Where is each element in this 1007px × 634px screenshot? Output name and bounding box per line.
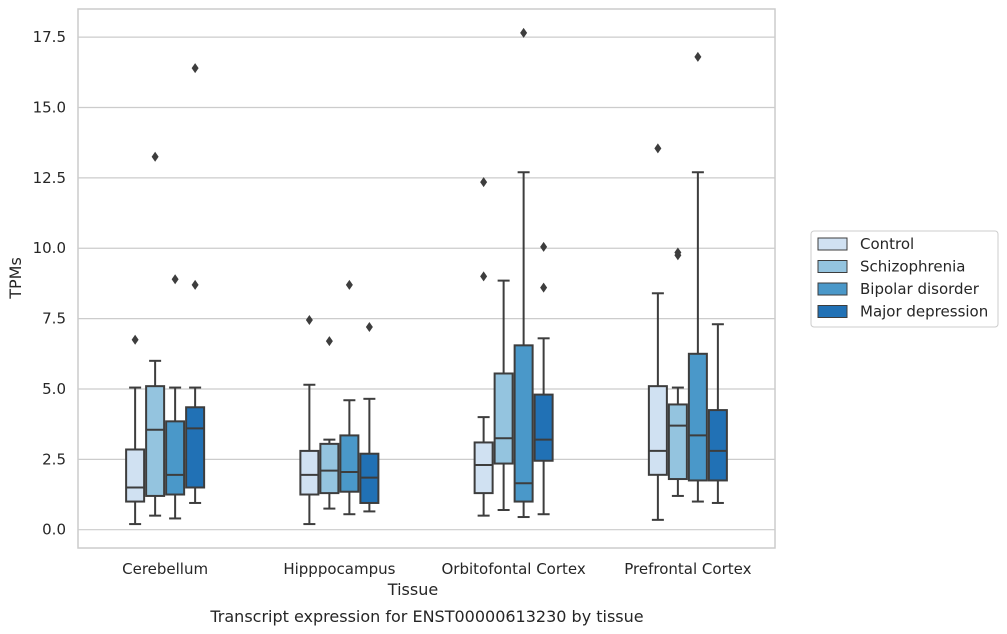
box-iqr-3-2: [533, 393, 554, 462]
box-2-0: [165, 274, 186, 520]
box-iqr-0-0: [125, 448, 146, 503]
box-series: [125, 27, 728, 526]
legend-swatch-3: [817, 305, 848, 318]
outlier-3-1-0: [365, 322, 373, 333]
outlier-0-1-0: [305, 315, 313, 326]
x-tick-label-3: Prefrontal Cortex: [624, 560, 751, 578]
y-tick-label-5: 12.5: [33, 169, 66, 187]
box-3-0: [185, 63, 206, 504]
box-2-3: [687, 51, 708, 503]
outlier-1-3-1: [674, 247, 682, 258]
outlier-2-0-0: [171, 274, 179, 285]
x-tick-label-2: Orbitofontal Cortex: [442, 560, 586, 578]
series-3: [185, 63, 728, 516]
box-0-2: [473, 177, 494, 517]
box-1-3: [667, 247, 688, 497]
y-tick-label-3: 7.5: [42, 310, 66, 328]
legend-label-2: Bipolar disorder: [860, 280, 980, 298]
y-tick-label-6: 15.0: [33, 99, 66, 117]
plot-area-frame: [77, 8, 776, 549]
y-tick-label-0: 0.0: [42, 521, 66, 539]
outlier-0-0-0: [131, 334, 139, 345]
outlier-0-2-0: [480, 271, 488, 282]
box-2-1: [339, 279, 360, 516]
y-tick-labels: 0.0 2.5 5.0 7.5 10.0 12.5 15.0 17.5: [33, 28, 66, 539]
box-iqr-2-3: [687, 352, 708, 482]
chart-caption: Transcript expression for ENST0000061323…: [209, 607, 643, 626]
box-iqr-3-0: [185, 406, 206, 489]
x-tick-labels: Cerebellum Hipppocampus Orbitofontal Corte…: [122, 560, 751, 578]
box-iqr-2-2: [513, 344, 534, 503]
legend-label-1: Schizophrenia: [860, 258, 965, 276]
x-tick-label-0: Cerebellum: [122, 560, 208, 578]
outlier-2-1-0: [345, 279, 353, 290]
box-3-1: [359, 322, 380, 513]
legend-frame: [810, 230, 999, 328]
outlier-3-0-1: [191, 63, 199, 74]
outlier-0-2-1: [480, 177, 488, 188]
box-iqr-1-3: [667, 403, 688, 481]
y-tick-label-1: 2.5: [42, 450, 66, 468]
box-iqr-0-3: [647, 385, 668, 476]
outlier-3-2-1: [540, 241, 548, 252]
box-iqr-1-1: [319, 442, 340, 495]
y-tick-label-4: 10.0: [33, 239, 66, 257]
outlier-0-3-0: [654, 143, 662, 154]
legend-swatch-0: [817, 237, 848, 251]
box-0-0: [125, 334, 146, 526]
box-1-2: [493, 279, 514, 512]
series-2: [165, 27, 708, 520]
legend: Control Schizophrenia Bipolar disorder Majo…: [810, 230, 999, 328]
series-1: [145, 151, 688, 517]
legend-swatch-1: [817, 260, 848, 273]
box-1-0: [145, 151, 166, 517]
outlier-2-2-0: [520, 27, 528, 38]
y-axis-label: TPMs: [6, 257, 25, 300]
series-0: [125, 143, 668, 526]
outlier-1-1-0: [325, 336, 333, 347]
box-iqr-0-1: [299, 449, 320, 496]
y-tick-label-7: 17.5: [33, 28, 66, 46]
outlier-1-0-0: [151, 151, 159, 162]
box-3-2: [533, 241, 554, 516]
outlier-3-0-0: [191, 279, 199, 290]
box-3-3: [707, 323, 728, 504]
box-0-1: [299, 315, 320, 526]
outlier-3-2-0: [540, 282, 548, 293]
x-axis-label: Tissue: [387, 580, 438, 599]
box-0-3: [647, 143, 668, 521]
box-iqr-1-0: [145, 385, 166, 497]
box-iqr-1-2: [493, 372, 514, 465]
legend-label-0: Control: [860, 235, 914, 253]
box-iqr-3-3: [707, 409, 728, 482]
y-tick-label-2: 5.0: [42, 380, 66, 398]
legend-swatch-2: [817, 282, 848, 296]
box-iqr-2-1: [339, 434, 360, 493]
box-2-2: [513, 27, 534, 519]
box-1-1: [319, 336, 340, 510]
box-iqr-2-0: [165, 420, 186, 496]
legend-label-3: Major depression: [860, 303, 988, 321]
x-tick-label-1: Hipppocampus: [283, 560, 395, 578]
outlier-2-3-0: [694, 51, 702, 62]
box-iqr-0-2: [473, 441, 494, 495]
